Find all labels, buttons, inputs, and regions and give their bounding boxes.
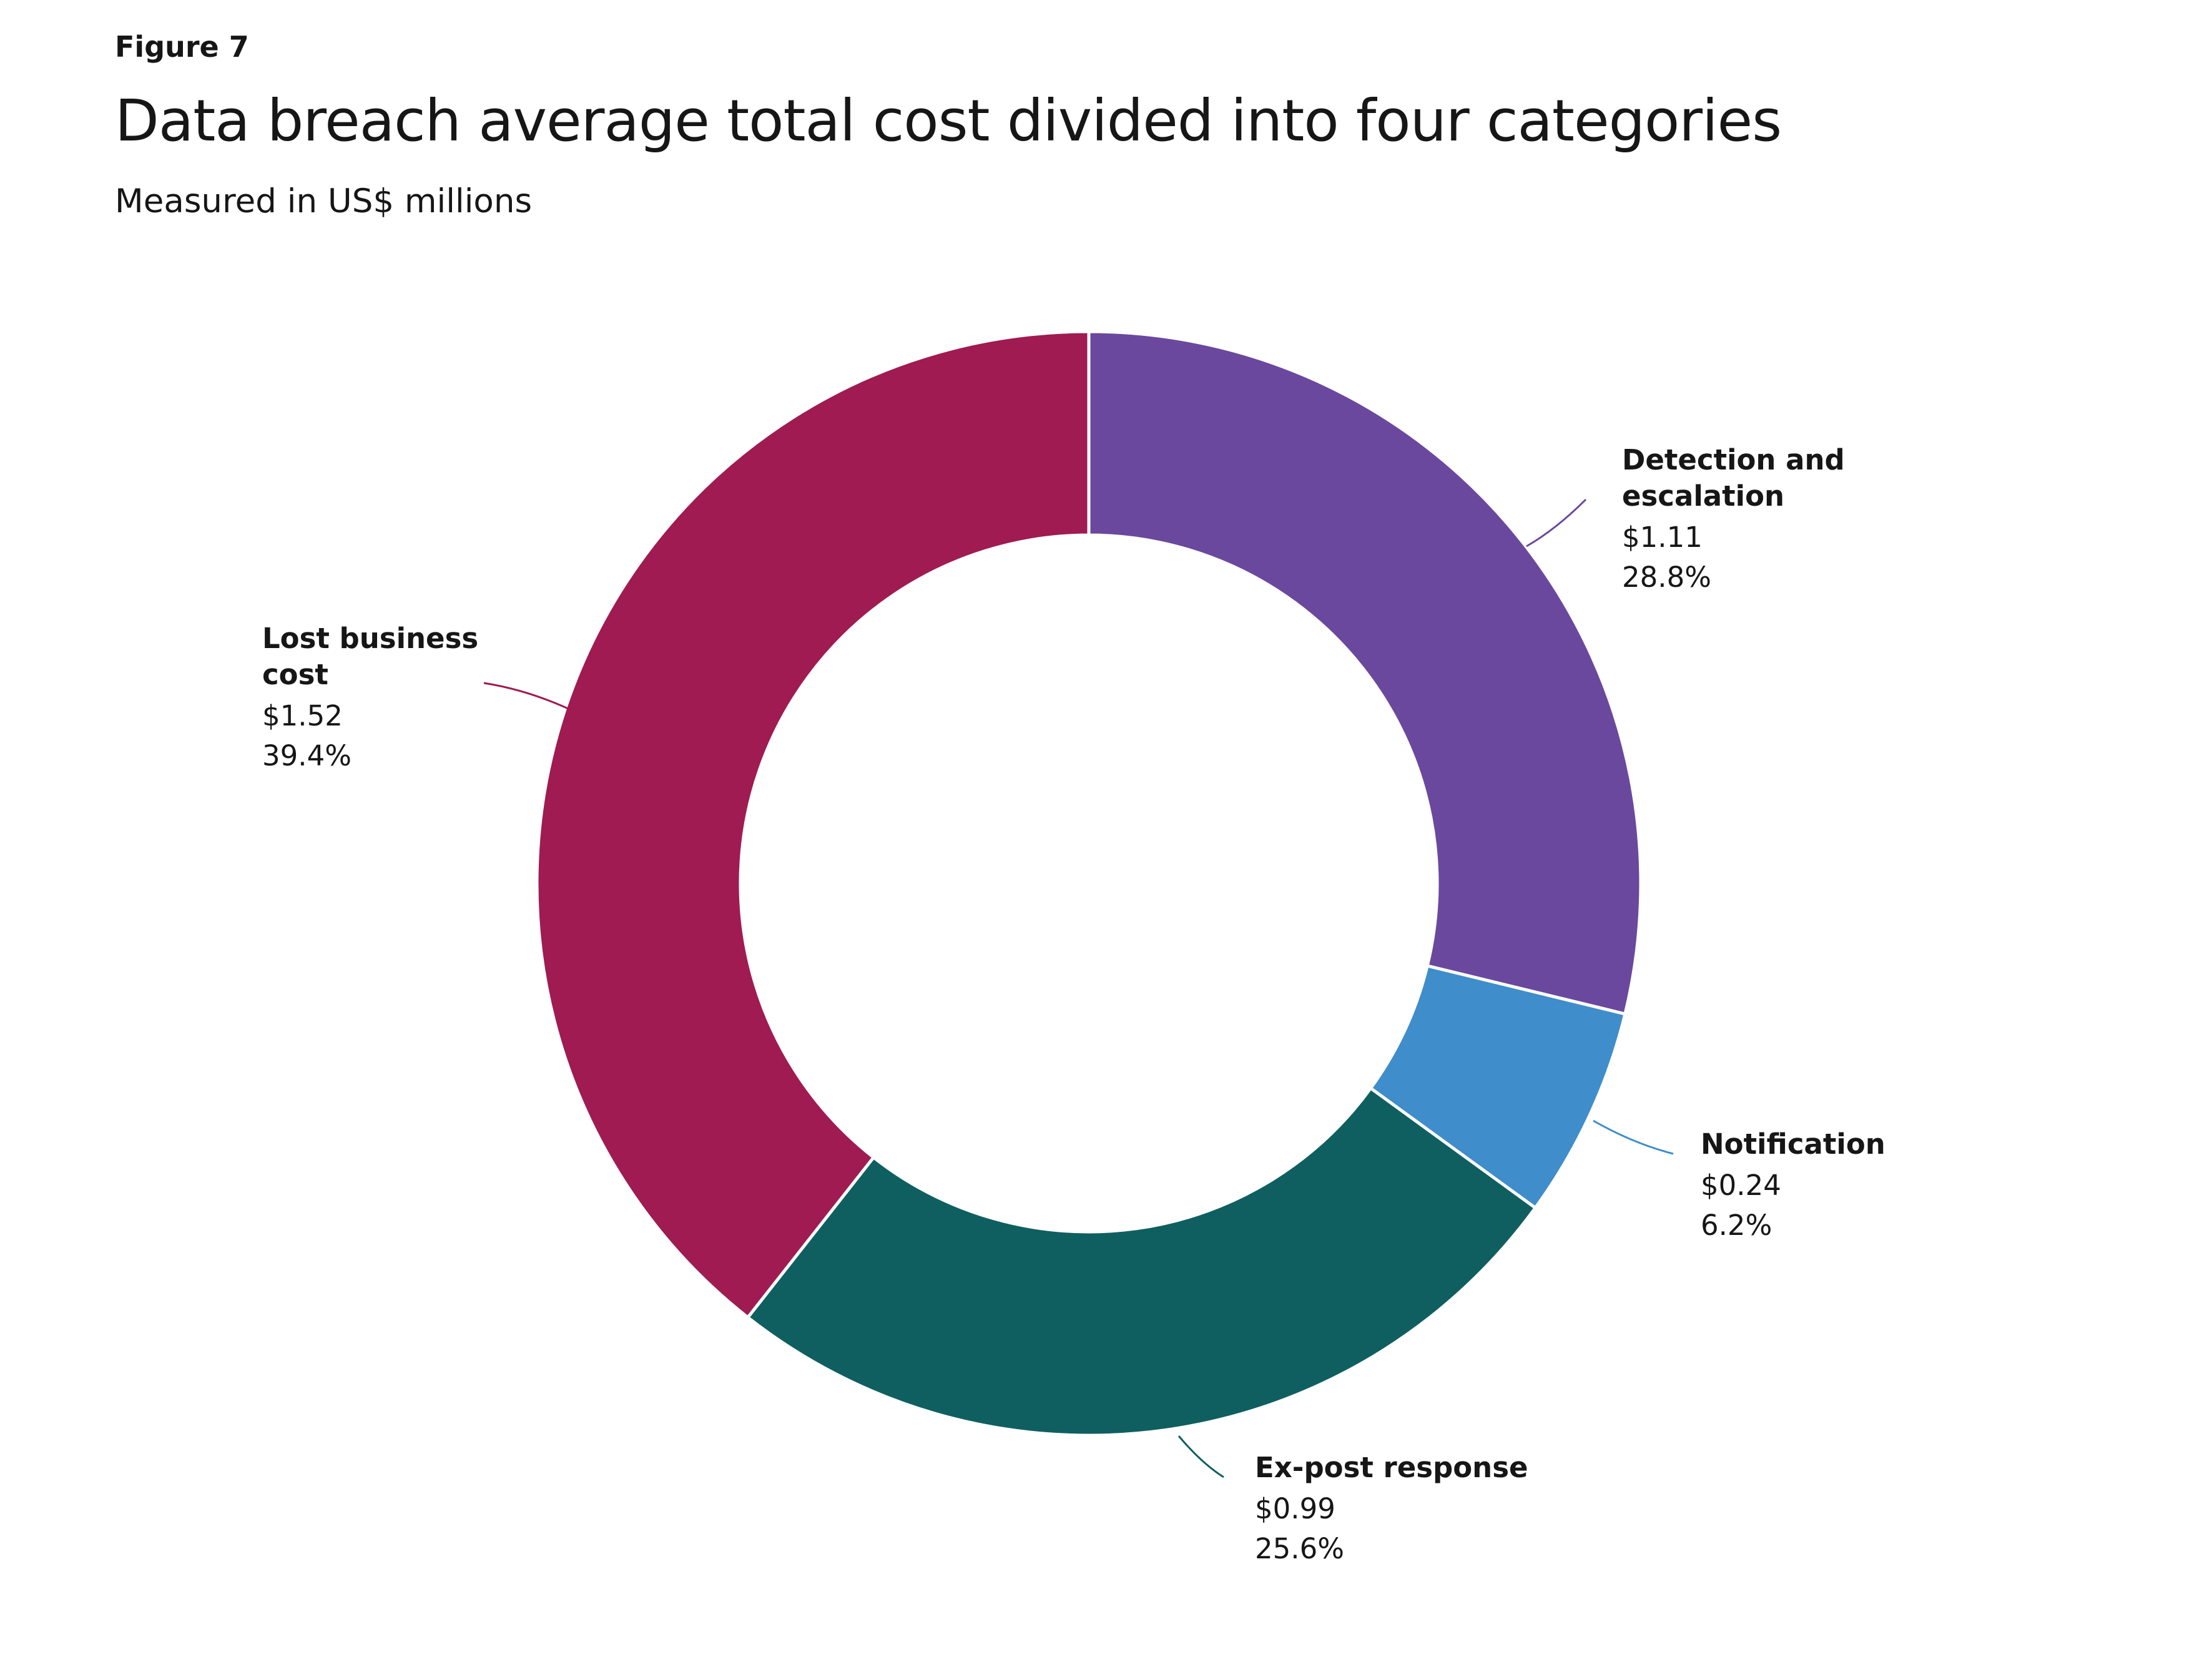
- donut-slice-0: [1087, 330, 1643, 1016]
- slice-name-1-0: Notification: [1701, 1128, 1885, 1161]
- donut-slice-3: [535, 330, 1091, 1320]
- leader-line-1: [1593, 1119, 1674, 1155]
- slice-percent-3: 39.4%: [262, 739, 351, 772]
- figure-label: Figure 7: [115, 30, 249, 64]
- slice-name-3-0: Lost business: [262, 622, 478, 655]
- slice-name-0-0: Detection and: [1622, 443, 1845, 476]
- leader-line-0: [1526, 498, 1587, 548]
- slice-name-0-1: escalation: [1622, 479, 1784, 513]
- slice-percent-1: 6.2%: [1701, 1209, 1772, 1242]
- slice-percent-2: 25.6%: [1255, 1532, 1344, 1565]
- slice-value-3: $1.52: [262, 699, 343, 732]
- donut-slice-2: [745, 1086, 1538, 1437]
- slice-name-3-1: cost: [262, 658, 328, 691]
- leader-line-2: [1177, 1435, 1224, 1478]
- slice-value-1: $0.24: [1701, 1169, 1781, 1202]
- chart-subtitle: Measured in US$ millions: [115, 182, 533, 220]
- slice-percent-0: 28.8%: [1622, 561, 1711, 594]
- slice-name-2-0: Ex-post response: [1255, 1451, 1528, 1484]
- slice-value-2: $0.99: [1255, 1492, 1335, 1525]
- leader-line-3: [483, 682, 569, 710]
- slice-value-0: $1.11: [1622, 521, 1703, 554]
- chart-title: Data breach average total cost divided i…: [115, 87, 1782, 154]
